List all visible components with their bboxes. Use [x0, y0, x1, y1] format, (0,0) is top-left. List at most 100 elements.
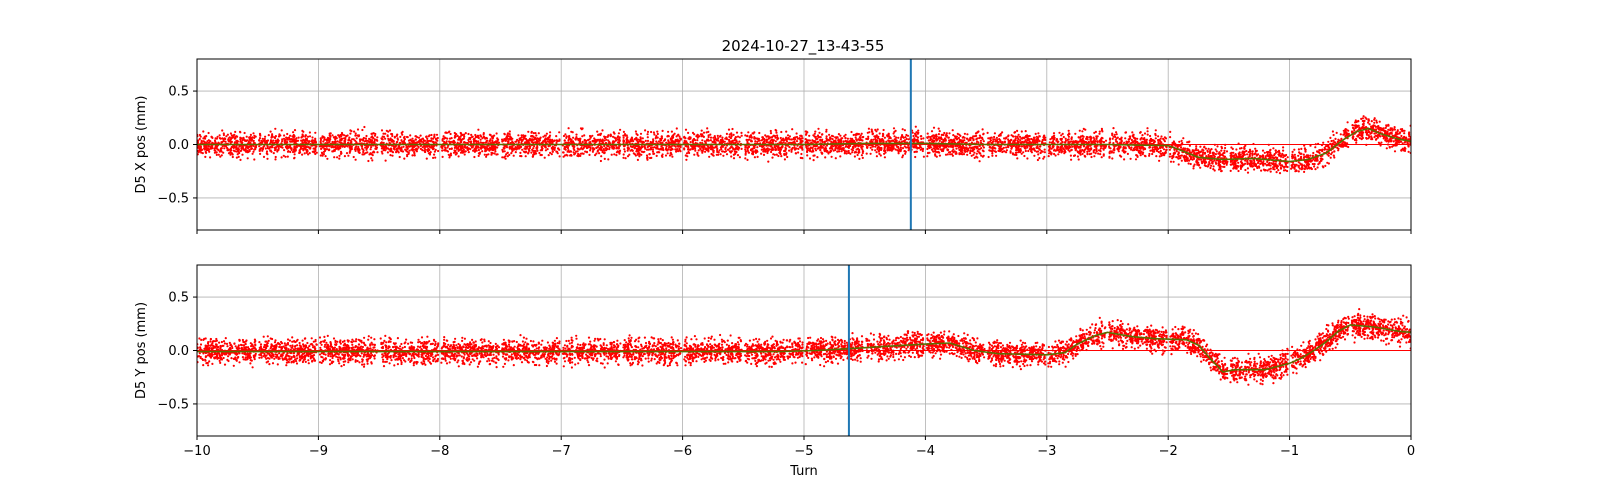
data-point	[991, 152, 994, 155]
data-point	[892, 147, 895, 150]
data-point	[657, 140, 661, 143]
data-point	[752, 132, 755, 135]
data-point	[951, 140, 954, 143]
data-point	[1145, 138, 1148, 141]
data-point	[693, 153, 696, 156]
data-point	[876, 128, 879, 131]
data-point	[510, 152, 513, 155]
data-point	[508, 130, 511, 133]
data-point	[1148, 152, 1151, 156]
data-point	[874, 149, 877, 152]
data-point	[707, 134, 710, 137]
data-point	[865, 145, 869, 149]
data-point	[642, 141, 646, 144]
data-point	[773, 153, 776, 156]
data-point	[1099, 147, 1102, 150]
data-point	[509, 141, 513, 145]
data-point	[1234, 153, 1237, 156]
data-point	[944, 153, 948, 156]
data-point	[938, 154, 942, 157]
data-point	[1064, 141, 1067, 144]
data-point	[343, 145, 346, 148]
data-point	[790, 150, 793, 153]
data-point	[567, 139, 570, 142]
data-point	[250, 147, 253, 150]
data-point	[855, 132, 859, 135]
data-point	[506, 132, 510, 135]
data-point	[1135, 154, 1138, 157]
data-point	[1384, 126, 1387, 129]
data-point	[218, 134, 221, 137]
data-point	[1297, 161, 1300, 164]
data-point	[1319, 157, 1322, 160]
data-point	[810, 141, 813, 144]
data-point	[649, 146, 653, 149]
data-point	[774, 140, 777, 143]
data-point	[694, 149, 697, 152]
data-point	[351, 138, 354, 141]
data-point	[1297, 170, 1300, 173]
data-point	[1168, 155, 1171, 158]
data-point	[661, 146, 664, 149]
data-point	[393, 136, 396, 139]
data-point	[501, 138, 504, 141]
data-point	[1178, 140, 1181, 143]
data-point	[354, 158, 357, 161]
data-point	[646, 156, 649, 159]
data-point	[512, 154, 515, 157]
data-point	[428, 151, 432, 155]
data-point	[1219, 167, 1222, 171]
data-point	[808, 139, 812, 142]
data-point	[1177, 151, 1180, 154]
data-point	[453, 146, 456, 149]
data-point	[1392, 144, 1395, 147]
data-point	[1148, 154, 1151, 157]
data-point	[736, 135, 740, 138]
data-point	[1385, 147, 1388, 150]
data-point	[1094, 152, 1097, 155]
data-point	[328, 140, 331, 144]
data-point	[261, 137, 264, 140]
data-point	[943, 137, 947, 140]
data-point	[1178, 157, 1181, 160]
data-point	[283, 149, 286, 152]
data-point	[901, 154, 905, 157]
data-point	[262, 155, 266, 158]
data-point	[391, 134, 394, 138]
data-point	[808, 134, 811, 137]
data-point	[961, 151, 964, 154]
data-point	[338, 157, 341, 160]
data-point	[517, 141, 521, 144]
data-point	[276, 150, 279, 153]
data-point	[1077, 158, 1080, 161]
data-point	[339, 147, 342, 150]
data-point	[347, 154, 350, 157]
data-point	[1108, 145, 1111, 148]
data-point	[906, 134, 910, 137]
data-point	[1014, 135, 1017, 138]
data-point	[917, 129, 920, 132]
data-point	[547, 137, 550, 141]
data-point	[444, 149, 447, 152]
data-point	[870, 138, 873, 141]
data-point	[279, 145, 282, 148]
data-point	[529, 138, 532, 141]
data-point	[537, 132, 540, 135]
data-point	[831, 138, 834, 141]
data-point	[1303, 167, 1306, 171]
data-point	[655, 140, 658, 143]
data-point	[821, 138, 824, 141]
data-point	[292, 131, 295, 134]
data-point	[384, 149, 387, 152]
data-point	[1094, 130, 1097, 133]
data-point	[307, 153, 310, 156]
data-point	[861, 136, 864, 139]
data-point	[849, 137, 852, 140]
data-point	[686, 155, 689, 158]
data-point	[201, 148, 204, 151]
data-point	[898, 140, 901, 143]
data-point	[623, 148, 626, 151]
data-point	[679, 150, 682, 153]
data-point	[1180, 159, 1183, 162]
data-point	[1065, 147, 1068, 150]
